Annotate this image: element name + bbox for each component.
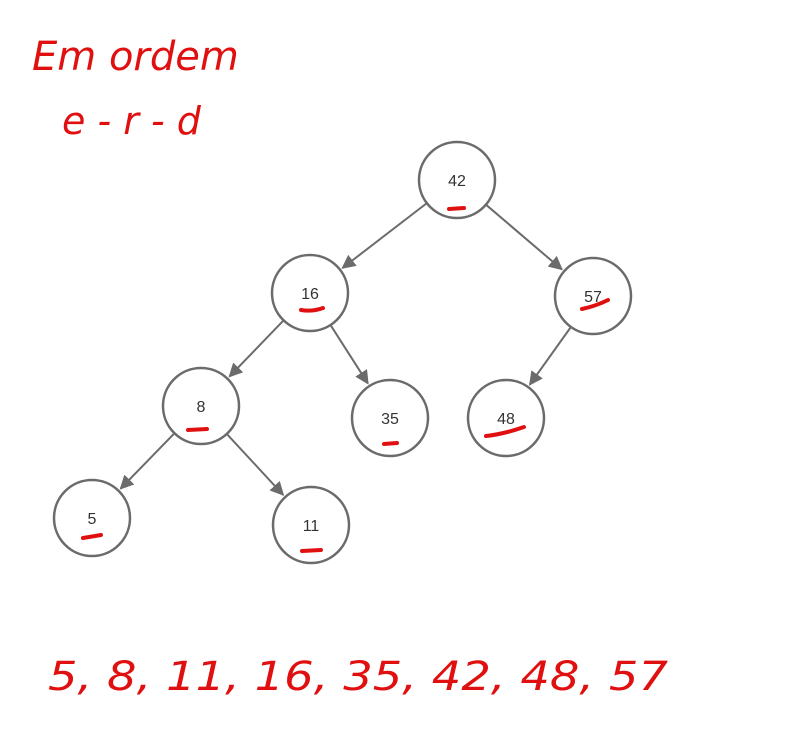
annotation-order: e - r - d: [62, 99, 202, 143]
edge-n57-n48: [528, 327, 572, 386]
edge-n16-n8: [228, 320, 284, 378]
underline-n5: [81, 533, 103, 540]
node-label: 35: [381, 411, 399, 428]
node-label: 8: [197, 399, 206, 416]
node-label: 16: [301, 286, 319, 303]
annotation-title: Em ordem: [32, 34, 239, 80]
tree-edges: [119, 202, 572, 496]
edge-n42-n16: [341, 202, 427, 269]
underline-n42: [447, 206, 466, 211]
node-circle: [270, 253, 350, 333]
node-circle: [52, 478, 132, 558]
node-circle: [350, 378, 430, 458]
traversal-result: 5, 8, 11, 16, 35, 42, 48, 57: [48, 654, 669, 700]
node-circle: [271, 485, 351, 565]
underline-n35: [382, 441, 399, 446]
tree-node-8: 8: [161, 366, 241, 446]
tree-nodes: 42 16 57 8 35 48 5 11: [52, 140, 633, 565]
underline-n8: [186, 427, 209, 432]
underline-n48: [484, 425, 526, 438]
node-circle: [161, 366, 241, 446]
edge-n42-n57: [486, 204, 563, 271]
tree-node-16: 16: [270, 253, 350, 333]
tree-node-11: 11: [271, 485, 351, 565]
edge-n8-n11: [226, 433, 285, 496]
edge-n8-n5: [119, 433, 175, 490]
tree-node-35: 35: [350, 378, 430, 458]
node-circle: [553, 256, 633, 336]
node-label: 48: [497, 411, 515, 428]
underline-n57: [580, 298, 610, 311]
node-label: 5: [88, 511, 97, 528]
tree-node-48: 48: [466, 378, 546, 458]
tree-node-42: 42: [417, 140, 497, 220]
edge-n16-n35: [330, 325, 369, 385]
tree-node-57: 57: [553, 256, 633, 336]
red-underlines: [81, 206, 610, 553]
node-label: 42: [448, 173, 466, 190]
node-label: 57: [584, 289, 602, 306]
node-label: 11: [303, 518, 320, 535]
node-circle: [417, 140, 497, 220]
underline-n16: [299, 306, 325, 313]
underline-n11: [300, 548, 323, 553]
tree-node-5: 5: [52, 478, 132, 558]
